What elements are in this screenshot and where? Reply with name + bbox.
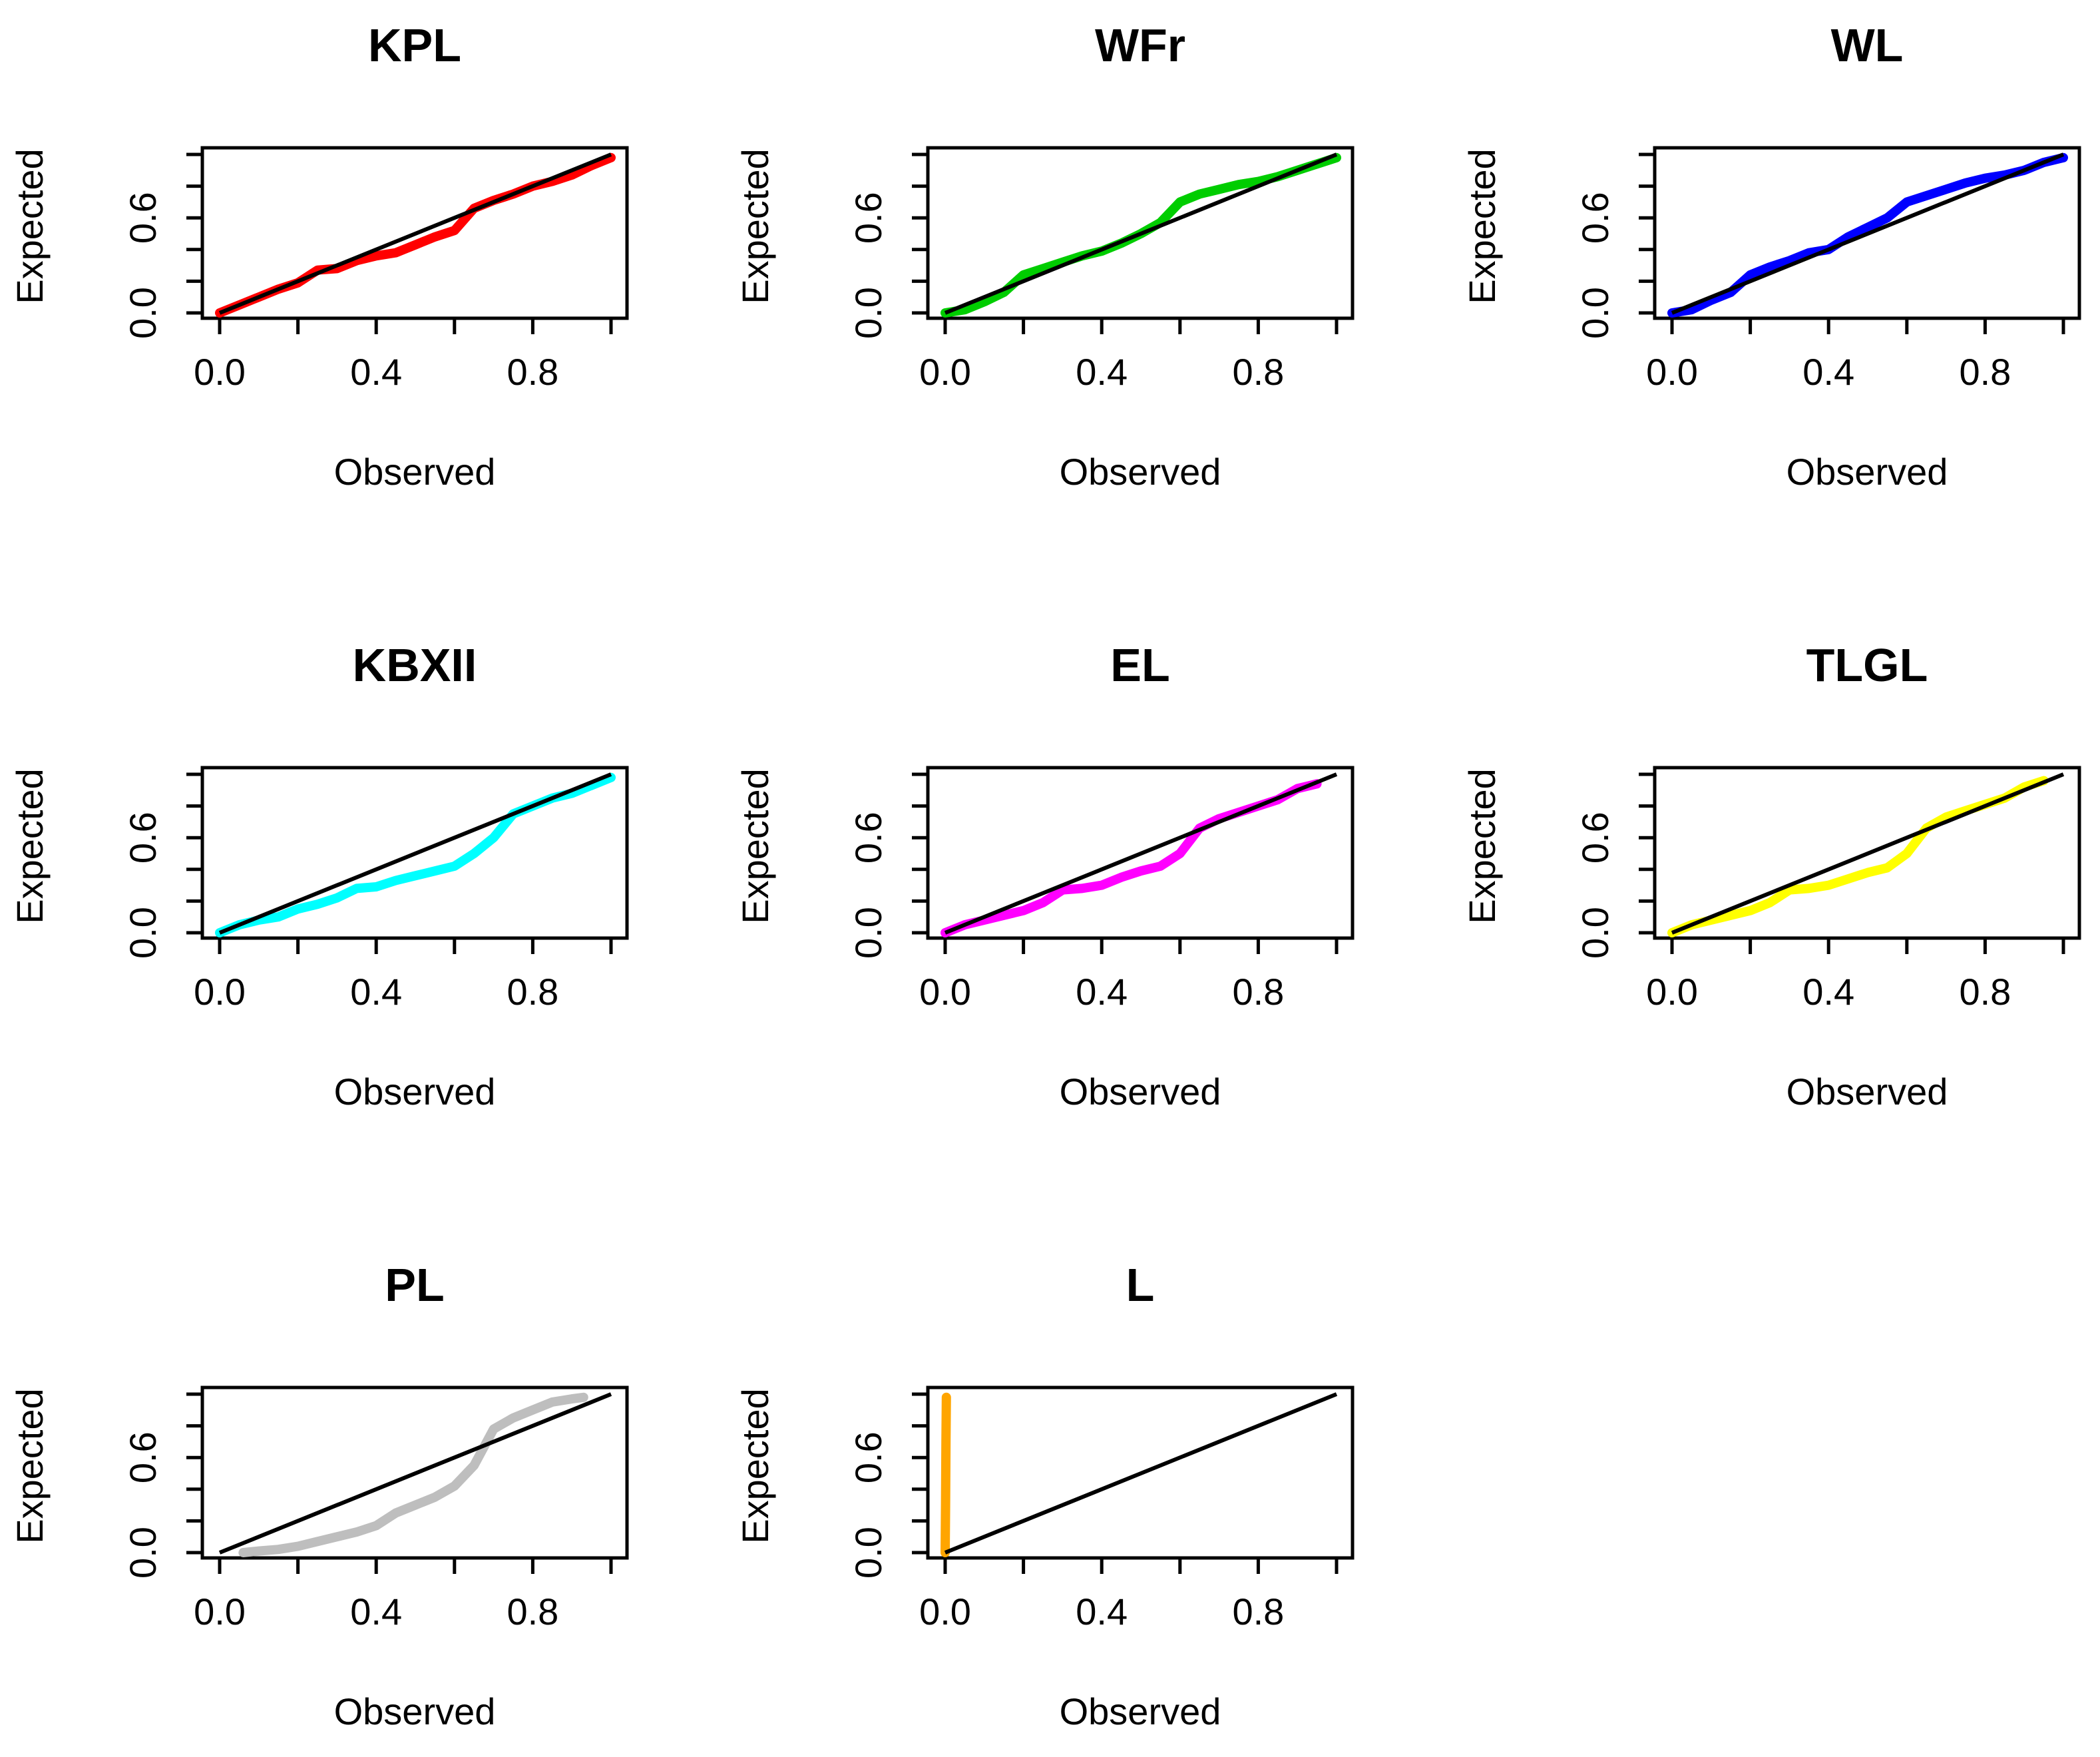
panel-title: WFr: [1095, 19, 1185, 71]
x-tick-label: 0.4: [1076, 971, 1128, 1013]
panel-el: EL 0.0 0.4 0.8 0.0 0.6 Observed Expected: [734, 639, 1355, 1113]
x-tick-label: 0.0: [194, 351, 246, 393]
x-tick-label: 0.8: [1959, 351, 2011, 393]
y-axis-label: Expected: [734, 768, 776, 924]
reference-line: [944, 772, 1338, 935]
panel-tlgl: TLGL 0.0 0.4 0.8 0.0 0.6 Observed Expected: [1461, 639, 2081, 1113]
reference-line: [944, 152, 1338, 315]
x-axis-label: Observed: [334, 1071, 496, 1113]
x-tick-label: 0.8: [1232, 1591, 1284, 1632]
x-tick-label: 0.8: [1232, 971, 1284, 1013]
x-tick-label: 0.0: [1646, 971, 1698, 1013]
panel-title: L: [1126, 1259, 1155, 1311]
reference-line: [218, 152, 612, 315]
y-tick-label: 0.0: [847, 1527, 889, 1579]
series-line-pl: [238, 1392, 588, 1557]
plot-frame: [200, 1385, 629, 1560]
plot-frame: [200, 766, 629, 940]
y-axis-label: Expected: [734, 1388, 776, 1544]
panel-l: L 0.0 0.4 0.8 0.0 0.6 Observed Expected: [734, 1259, 1355, 1732]
x-tick-label: 0.0: [919, 971, 971, 1013]
x-axis-label: Observed: [1786, 1071, 1948, 1113]
reference-line: [218, 1392, 612, 1555]
y-tick-label: 0.6: [122, 812, 164, 864]
x-tick-label: 0.8: [1959, 971, 2011, 1013]
y-tick-label: 0.6: [847, 1431, 889, 1483]
x-tick-label: 0.4: [350, 351, 402, 393]
x-tick-label: 0.4: [1802, 971, 1854, 1013]
plot-frame: [1653, 146, 2081, 320]
y-axis-label: Expected: [9, 148, 51, 304]
y-tick-label: 0.0: [122, 1527, 164, 1579]
reference-line: [944, 1392, 1338, 1555]
y-tick-label: 0.0: [847, 907, 889, 959]
y-tick-label: 0.6: [1574, 192, 1616, 244]
x-tick-label: 0.8: [507, 971, 558, 1013]
panel-kbxii: KBXII 0.0 0.4 0.8 0.0 0.6 Observed Expected: [9, 639, 629, 1113]
plot-frame: [926, 1385, 1355, 1560]
y-tick-label: 0.0: [122, 287, 164, 339]
x-axis-label: Observed: [1786, 451, 1948, 493]
x-axis-label: Observed: [1060, 1071, 1221, 1113]
y-tick-label: 0.6: [847, 192, 889, 244]
x-tick-label: 0.0: [919, 351, 971, 393]
plot-frame: [926, 766, 1355, 940]
y-tick-label: 0.6: [1574, 812, 1616, 864]
panel-title: EL: [1110, 639, 1169, 691]
x-tick-label: 0.4: [1076, 351, 1128, 393]
y-tick-label: 0.6: [122, 192, 164, 244]
panel-title: KPL: [368, 19, 461, 71]
x-tick-label: 0.4: [350, 971, 402, 1013]
y-tick-label: 0.0: [1574, 287, 1616, 339]
y-axis-label: Expected: [734, 148, 776, 304]
reference-line: [218, 772, 612, 935]
y-axis-label: Expected: [9, 1388, 51, 1544]
y-tick-label: 0.0: [847, 287, 889, 339]
y-tick-label: 0.6: [122, 1431, 164, 1483]
y-tick-label: 0.6: [847, 812, 889, 864]
panel-title: KBXII: [353, 639, 477, 691]
panel-pl: PL 0.0 0.4 0.8 0.0 0.6 Observed Expected: [9, 1259, 629, 1732]
y-tick-label: 0.0: [122, 907, 164, 959]
y-axis-label: Expected: [1461, 768, 1503, 924]
x-tick-label: 0.0: [919, 1591, 971, 1632]
x-tick-label: 0.8: [507, 1591, 558, 1632]
reference-line: [1671, 772, 2065, 935]
x-axis-label: Observed: [334, 1690, 496, 1732]
y-axis-label: Expected: [9, 768, 51, 924]
reference-line: [1671, 152, 2065, 315]
x-axis-label: Observed: [334, 451, 496, 493]
x-tick-label: 0.4: [1802, 351, 1854, 393]
plot-frame: [926, 146, 1355, 320]
panel-kpl: KPL 0.0 0.4 0.8 0.0 0.6 Observed Expected: [9, 19, 629, 493]
series-line-l: [941, 1392, 951, 1557]
panel-wfr: WFr 0.0 0.4 0.8 0.0 0.6 Observed Expected: [734, 19, 1355, 493]
panel-title: WL: [1831, 19, 1904, 71]
x-tick-label: 0.0: [1646, 351, 1698, 393]
x-tick-label: 0.8: [1232, 351, 1284, 393]
panel-title: TLGL: [1806, 639, 1928, 691]
plot-frame: [200, 146, 629, 320]
plot-frame: [1653, 766, 2081, 940]
x-tick-label: 0.0: [194, 971, 246, 1013]
panel-title: PL: [385, 1259, 444, 1311]
x-tick-label: 0.0: [194, 1591, 246, 1632]
x-tick-label: 0.4: [350, 1591, 402, 1632]
y-tick-label: 0.0: [1574, 907, 1616, 959]
x-tick-label: 0.8: [507, 351, 558, 393]
y-axis-label: Expected: [1461, 148, 1503, 304]
x-axis-label: Observed: [1060, 451, 1221, 493]
x-tick-label: 0.4: [1076, 1591, 1128, 1632]
x-axis-label: Observed: [1060, 1690, 1221, 1732]
panel-wl: WL 0.0 0.4 0.8 0.0 0.6 Observed Expected: [1461, 19, 2081, 493]
